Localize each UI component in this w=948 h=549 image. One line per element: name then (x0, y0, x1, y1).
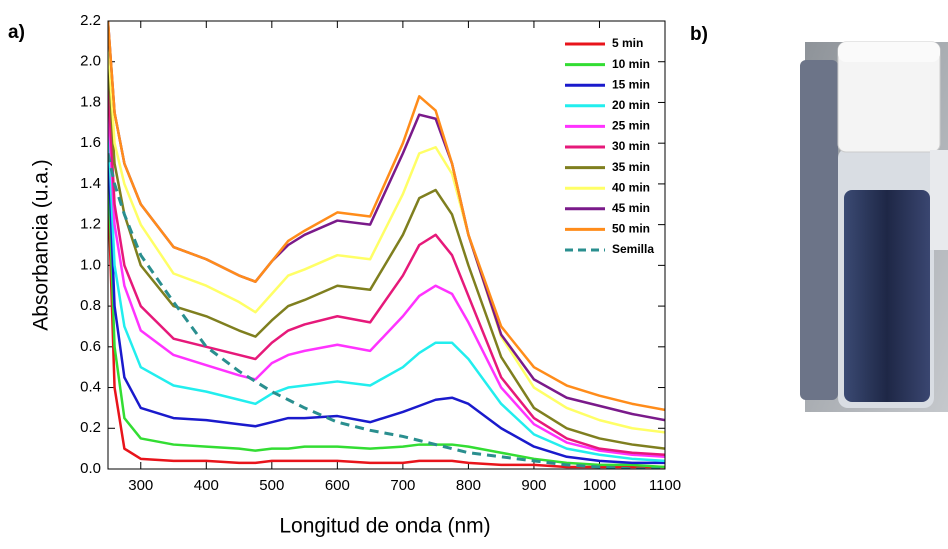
y-tick-label: 2.2 (80, 12, 101, 29)
y-tick-label: 1.8 (80, 93, 101, 110)
legend-label: 30 min (612, 139, 650, 153)
legend-label: Semilla (612, 242, 654, 256)
series-line (108, 163, 665, 469)
series-line (108, 41, 665, 434)
y-tick-label: 1.4 (80, 175, 101, 192)
series-line (108, 183, 665, 469)
photo (800, 41, 948, 412)
series-line (108, 21, 665, 412)
x-tick-label: 300 (128, 477, 153, 494)
legend-label: 20 min (612, 98, 650, 112)
series-line (108, 143, 665, 465)
y-tick-label: 0.0 (80, 460, 101, 477)
legend-label: 15 min (612, 77, 650, 91)
x-tick-label: 1000 (583, 477, 616, 494)
y-tick-label: 1.0 (80, 256, 101, 273)
y-tick-label: 1.6 (80, 134, 101, 151)
series-line (108, 102, 665, 459)
legend-label: 10 min (612, 57, 650, 71)
x-tick-label: 1100 (649, 477, 681, 494)
legend-label: 40 min (612, 180, 650, 194)
x-tick-label: 400 (194, 477, 219, 494)
legend-label: 50 min (612, 222, 650, 236)
y-tick-label: 0.6 (80, 338, 101, 355)
legend-label: 45 min (612, 201, 650, 215)
x-tick-label: 800 (456, 477, 481, 494)
legend-label: 5 min (612, 36, 643, 50)
legend-label: 35 min (612, 160, 650, 174)
y-tick-label: 0.2 (80, 419, 101, 436)
x-axis-label: Longitud de onda (nm) (279, 515, 490, 538)
x-tick-label: 900 (521, 477, 546, 494)
x-tick-label: 500 (259, 477, 284, 494)
series-line (108, 61, 665, 450)
x-tick-label: 700 (390, 477, 415, 494)
series-line (108, 153, 665, 469)
x-tick-label: 600 (325, 477, 350, 494)
y-tick-label: 0.4 (80, 379, 101, 396)
y-tick-label: 2.0 (80, 53, 101, 70)
y-tick-label: 1.2 (80, 216, 101, 233)
panel-label: b) (690, 24, 708, 45)
series-line (108, 122, 665, 463)
panel-label: a) (8, 22, 25, 43)
series-line (108, 82, 665, 456)
y-axis-label: Absorbancia (u.a.) (30, 159, 53, 331)
y-tick-label: 0.8 (80, 297, 101, 314)
legend-label: 25 min (612, 119, 650, 133)
plot-frame (107, 20, 666, 470)
